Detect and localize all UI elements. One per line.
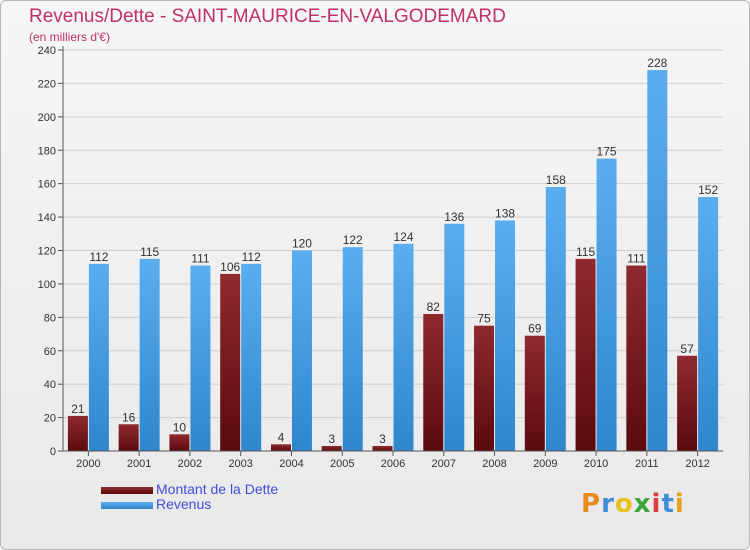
- debt-bar: [423, 313, 444, 451]
- revenue-value-label: 175: [597, 145, 617, 159]
- revenue-value-label: 122: [343, 233, 363, 247]
- debt-bar: [372, 445, 393, 451]
- debt-bar: [474, 325, 495, 451]
- revenue-bar: [88, 263, 109, 451]
- revenue-value-label: 111: [191, 252, 210, 266]
- revenue-bar: [698, 197, 719, 451]
- revenue-value-label: 115: [140, 245, 159, 259]
- debt-value-label: 3: [328, 432, 335, 446]
- legend-swatch-revenue: [101, 502, 153, 509]
- revenue-bar: [342, 247, 363, 451]
- x-tick-label: 2005: [330, 458, 354, 470]
- debt-value-label: 16: [122, 410, 136, 424]
- debt-bar: [575, 258, 596, 451]
- y-tick-label: 40: [44, 379, 56, 391]
- debt-bar: [67, 415, 88, 451]
- x-tick-label: 2008: [482, 458, 506, 470]
- y-tick-label: 160: [38, 179, 56, 191]
- logo-letter: x: [633, 489, 652, 519]
- debt-value-label: 69: [528, 322, 542, 336]
- revenue-bar: [495, 220, 516, 451]
- x-tick-label: 2000: [76, 458, 100, 470]
- revenue-value-label: 124: [393, 230, 413, 244]
- y-tick-label: 220: [38, 78, 56, 90]
- debt-bar: [321, 445, 342, 451]
- y-tick-label: 180: [38, 145, 56, 157]
- debt-bar: [118, 424, 139, 451]
- debt-value-label: 111: [627, 252, 646, 266]
- revenue-bar: [139, 258, 160, 451]
- revenue-bar: [241, 263, 262, 451]
- proxiti-logo: Proxiti: [581, 489, 685, 519]
- y-tick-label: 100: [38, 279, 56, 291]
- revenue-value-label: 228: [647, 56, 667, 70]
- debt-bar: [524, 335, 545, 451]
- debt-bar: [626, 265, 647, 451]
- debt-bar: [270, 444, 291, 451]
- y-tick-label: 140: [38, 212, 56, 224]
- debt-bar: [677, 355, 698, 451]
- revenue-bar: [444, 223, 465, 451]
- y-tick-label: 200: [38, 112, 56, 124]
- logo-letter: r: [601, 489, 615, 519]
- y-tick-label: 240: [38, 45, 56, 57]
- logo-letter: o: [614, 489, 634, 519]
- chart-subtitle: (en milliers d'€): [29, 30, 110, 44]
- revenue-value-label: 136: [444, 210, 464, 224]
- debt-bar: [169, 434, 190, 451]
- revenue-value-label: 152: [698, 183, 718, 197]
- debt-value-label: 10: [173, 420, 187, 434]
- revenue-value-label: 112: [242, 250, 261, 264]
- logo-letter: P: [581, 489, 602, 519]
- revenue-bar: [647, 70, 668, 452]
- revenue-bar: [190, 265, 211, 451]
- logo-letter: i: [651, 489, 662, 519]
- y-tick-label: 0: [50, 446, 56, 458]
- x-tick-label: 2009: [533, 458, 557, 470]
- legend-label-debt: Montant de la Dette: [156, 481, 279, 497]
- debt-bar: [220, 273, 241, 451]
- debt-value-label: 82: [427, 300, 441, 314]
- x-tick-label: 2011: [635, 458, 659, 470]
- revenue-bar: [291, 250, 312, 451]
- revenue-bar: [393, 243, 414, 451]
- bar-layer: 2111216115101111061124120312231248213675…: [67, 56, 719, 452]
- legend-swatch-debt: [101, 487, 153, 494]
- debt-value-label: 4: [278, 430, 285, 444]
- revenue-bar: [545, 187, 566, 451]
- x-tick-label: 2006: [381, 458, 405, 470]
- debt-value-label: 115: [576, 245, 595, 259]
- debt-value-label: 21: [71, 402, 85, 416]
- y-tick-label: 120: [38, 246, 56, 258]
- revenue-bar: [596, 158, 617, 451]
- x-tick-label: 2012: [685, 458, 709, 470]
- debt-value-label: 57: [680, 342, 694, 356]
- debt-value-label: 75: [477, 312, 491, 326]
- x-tick-label: 2004: [279, 458, 303, 470]
- revenue-value-label: 120: [292, 237, 312, 251]
- x-tick-label: 2003: [228, 458, 252, 470]
- revenue-value-label: 138: [495, 206, 515, 220]
- x-tick-label: 2007: [432, 458, 456, 470]
- axis-layer: 0 20 40 60 80 100 120 140 160 180 200 220 240 2000 200…: [38, 45, 723, 470]
- revenue-value-label: 158: [546, 173, 566, 187]
- x-tick-label: 2001: [127, 458, 151, 470]
- debt-value-label: 106: [220, 260, 240, 274]
- logo-letter: i: [674, 489, 685, 519]
- y-tick-label: 60: [44, 346, 56, 358]
- x-tick-label: 2002: [178, 458, 202, 470]
- legend-label-revenue: Revenus: [156, 496, 212, 512]
- logo-letter: t: [661, 489, 675, 519]
- chart-title: Revenus/Dette - SAINT-MAURICE-EN-VALGODE…: [29, 6, 506, 27]
- x-tick-label: 2010: [584, 458, 608, 470]
- revenue-value-label: 112: [89, 250, 108, 264]
- y-tick-label: 80: [44, 312, 56, 324]
- y-tick-label: 20: [44, 413, 56, 425]
- debt-value-label: 3: [379, 432, 386, 446]
